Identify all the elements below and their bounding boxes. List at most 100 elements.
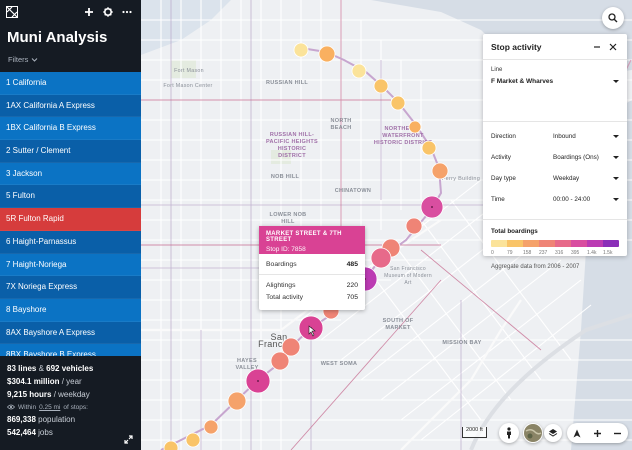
- map-nav-controls: [567, 423, 628, 443]
- stats-jobs: 542,464 jobs: [7, 427, 53, 437]
- tooltip-alightings-row: Alightings 220: [259, 279, 365, 291]
- time-field: Time 00:00 - 24:00: [483, 189, 627, 210]
- street-view-button[interactable]: [499, 423, 519, 443]
- route-item[interactable]: 1 California: [0, 72, 141, 95]
- stop-marker: [421, 140, 437, 156]
- line-section: Line F Market & Wharves: [483, 60, 627, 122]
- map-label-fort-mason: Fort Mason: [174, 68, 204, 74]
- tooltip-alightings-value: 220: [346, 281, 358, 289]
- stop-marker: [405, 217, 423, 235]
- direction-select[interactable]: Inbound: [553, 133, 619, 140]
- close-icon: [609, 43, 617, 50]
- minimize-button[interactable]: [591, 41, 603, 53]
- direction-field: Direction Inbound: [483, 126, 627, 147]
- within-distance[interactable]: 0.25 mi: [39, 403, 61, 411]
- sidebar: Muni Analysis Filters 1 California 1AX Ca…: [0, 0, 141, 450]
- route-item[interactable]: 1BX California B Express: [0, 117, 141, 141]
- legend-tick: 316: [555, 250, 564, 256]
- pegman-icon: [507, 427, 511, 439]
- stop-marker: [370, 247, 392, 269]
- zoom-out-icon: [614, 432, 622, 434]
- legend-ticks: 0 79 158 237 316 395 1.4k 1.5k: [491, 250, 619, 256]
- map-label-south-of-market: SOUTH OF MARKET: [382, 318, 414, 331]
- legend-swatch: [571, 240, 587, 247]
- legend-tick: 1.5k: [603, 250, 613, 256]
- map-label-nob-hill: NOB HILL: [270, 174, 300, 180]
- map-search-button[interactable]: [602, 7, 624, 29]
- legend-swatch: [603, 240, 619, 247]
- route-item[interactable]: 8BX Bayshore B Express: [0, 344, 141, 356]
- daytype-label: Day type: [491, 175, 516, 182]
- close-button[interactable]: [607, 41, 619, 53]
- expand-icon[interactable]: [124, 435, 133, 444]
- caret-down-icon: [613, 135, 619, 138]
- direction-label: Direction: [491, 133, 516, 140]
- tooltip-boardings-value: 485: [346, 260, 358, 268]
- layers-icon: [548, 429, 558, 437]
- line-value: F Market & Wharves: [491, 78, 554, 85]
- time-select[interactable]: 00:00 - 24:00: [553, 196, 619, 203]
- map-logo-icon[interactable]: [6, 6, 18, 18]
- route-item[interactable]: 3 Jackson: [0, 162, 141, 186]
- hours-value: 9,215 hours: [7, 390, 52, 400]
- tooltip-alightings-label: Alightings: [266, 281, 296, 289]
- tooltip-stop-name: MARKET STREET & 7TH STREET: [266, 231, 342, 243]
- tooltip-total-label: Total activity: [266, 293, 304, 301]
- zoom-in-button[interactable]: [589, 425, 605, 441]
- more-icon: [122, 10, 132, 14]
- stop-marker: [163, 440, 179, 450]
- route-item[interactable]: 5R Fulton Rapid: [0, 208, 141, 231]
- route-item[interactable]: 6 Haight-Parnassus: [0, 230, 141, 254]
- daytype-value: Weekday: [553, 175, 580, 182]
- legend-tick: 395: [571, 250, 580, 256]
- eye-icon: [7, 404, 15, 410]
- tooltip-boardings-row: Boardings 485: [259, 254, 365, 275]
- stats-population: 869,338 population: [7, 414, 76, 424]
- map-scale: 2000 ft: [462, 427, 487, 438]
- add-button[interactable]: [81, 4, 97, 20]
- app-title: Muni Analysis: [7, 29, 108, 46]
- stats-within: Within 0.25 mi of stops:: [7, 402, 134, 413]
- route-item[interactable]: 7 Haight-Noriega: [0, 253, 141, 277]
- filters-toggle[interactable]: Filters: [0, 48, 141, 66]
- stop-marker: [351, 63, 367, 79]
- caret-down-icon: [613, 80, 619, 83]
- panel-title: Stop activity: [491, 41, 542, 52]
- layers-button[interactable]: [544, 424, 562, 442]
- stop-marker: [431, 162, 449, 180]
- line-select[interactable]: F Market & Wharves: [491, 78, 619, 85]
- more-button[interactable]: [119, 4, 135, 20]
- legend-tick: 79: [507, 250, 513, 256]
- legend-swatch: [555, 240, 571, 247]
- satellite-toggle[interactable]: [523, 423, 543, 443]
- settings-button[interactable]: [100, 4, 116, 20]
- zoom-out-button[interactable]: [610, 425, 626, 441]
- stats-cost: $304.1 million / year: [7, 377, 82, 387]
- map-label-san-francisco: San Francisco: [258, 332, 300, 349]
- legend-swatch: [539, 240, 555, 247]
- map-label-chinatown: CHINATOWN: [334, 188, 372, 194]
- zoom-in-icon: [593, 429, 601, 437]
- legend-title: Total boardings: [491, 228, 538, 235]
- activity-select[interactable]: Boardings (Ons): [553, 154, 619, 161]
- map-label-russian-hill: RUSSIAN HILL: [265, 80, 309, 86]
- route-item[interactable]: 1AX California A Express: [0, 94, 141, 118]
- daytype-select[interactable]: Weekday: [553, 175, 619, 182]
- compass-button[interactable]: [569, 425, 585, 441]
- activity-label: Activity: [491, 154, 511, 161]
- daytype-field: Day type Weekday: [483, 168, 627, 189]
- time-value: 00:00 - 24:00: [553, 196, 591, 203]
- caret-down-icon: [613, 198, 619, 201]
- route-item[interactable]: 2 Sutter / Clement: [0, 140, 141, 163]
- route-item[interactable]: 5 Fulton: [0, 185, 141, 209]
- legend-tick: 1.4k: [587, 250, 597, 256]
- filters-label: Filters: [8, 55, 29, 64]
- route-item[interactable]: 8 Bayshore: [0, 298, 141, 322]
- stop-marker: [185, 432, 201, 448]
- route-item[interactable]: 7X Noriega Express: [0, 276, 141, 299]
- tooltip-header: MARKET STREET & 7TH STREET Stop ID: 7858: [259, 226, 365, 254]
- activity-value: Boardings (Ons): [553, 154, 599, 161]
- route-list[interactable]: 1 California 1AX California A Express 1BX …: [0, 72, 141, 356]
- route-item[interactable]: 8AX Bayshore A Express: [0, 321, 141, 345]
